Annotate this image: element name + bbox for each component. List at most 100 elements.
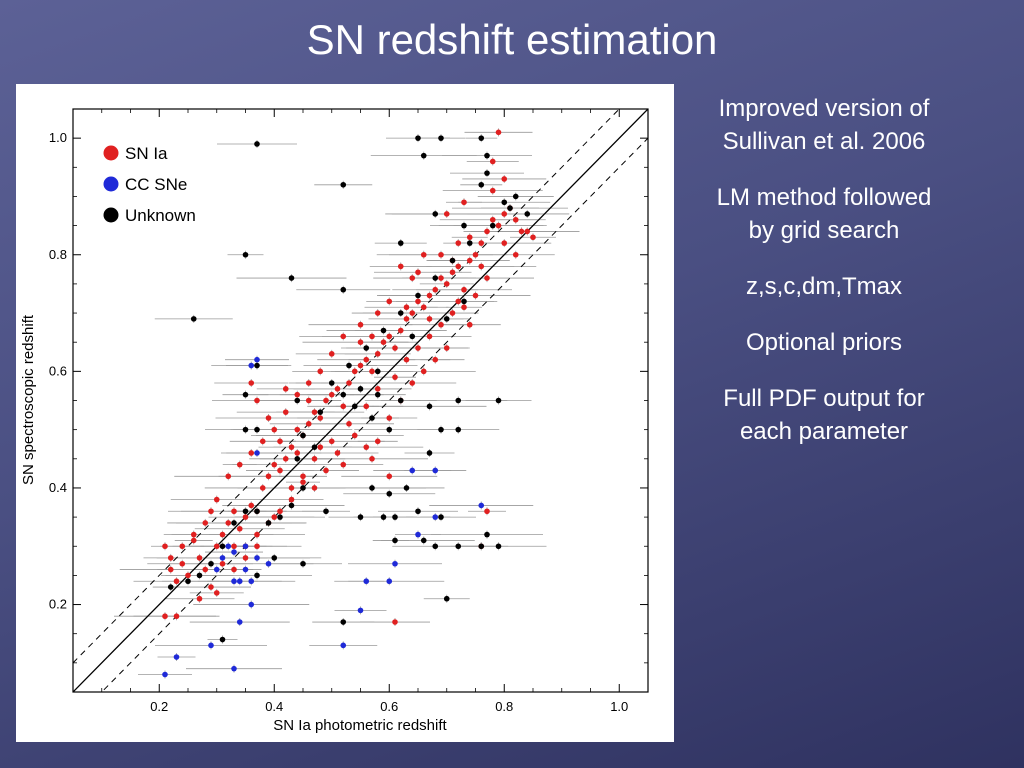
data-point-cc-sne	[340, 642, 347, 649]
data-point-unknown	[167, 584, 174, 590]
data-point-unknown	[461, 222, 467, 229]
data-point-cc-sne	[236, 578, 243, 585]
data-point-unknown	[300, 560, 306, 567]
data-point-unknown	[254, 362, 260, 369]
data-point-sn-ia	[300, 479, 306, 485]
data-point-unknown	[231, 520, 237, 526]
data-point-sn-ia	[363, 403, 370, 410]
data-point-cc-sne	[162, 671, 168, 678]
data-point-sn-ia	[374, 438, 381, 445]
data-point-unknown	[386, 426, 393, 433]
data-point-cc-sne	[219, 555, 226, 561]
data-point-unknown	[495, 397, 502, 404]
data-point-unknown	[357, 514, 364, 520]
data-point-sn-ia	[466, 257, 473, 264]
data-point-unknown	[219, 543, 226, 550]
data-point-sn-ia	[374, 386, 381, 392]
data-point-sn-ia	[426, 292, 433, 299]
data-point-unknown	[351, 403, 358, 410]
data-point-sn-ia	[288, 496, 295, 503]
data-point-sn-ia	[202, 520, 209, 526]
data-point-cc-sne	[254, 555, 260, 561]
data-point-sn-ia	[282, 456, 289, 462]
data-point-unknown	[340, 286, 347, 293]
data-point-unknown	[242, 508, 249, 515]
data-point-sn-ia	[340, 333, 347, 340]
data-point-unknown	[288, 275, 295, 281]
data-point-cc-sne	[208, 642, 214, 649]
data-point-unknown	[254, 508, 260, 515]
data-point-sn-ia	[288, 485, 295, 491]
bullet-list: Improved version of Sullivan et al. 2006…	[686, 92, 962, 471]
data-point-cc-sne	[225, 543, 232, 550]
data-point-unknown	[219, 636, 226, 643]
data-point-unknown	[443, 316, 450, 322]
data-point-sn-ia	[311, 409, 318, 415]
data-point-sn-ia	[248, 450, 255, 456]
data-point-sn-ia	[461, 199, 467, 206]
legend-label: CC SNe	[125, 175, 187, 194]
data-point-sn-ia	[484, 508, 490, 515]
data-point-unknown	[190, 316, 197, 322]
data-point-unknown	[432, 275, 439, 281]
legend-label: Unknown	[125, 206, 196, 225]
data-point-sn-ia	[403, 304, 410, 311]
data-point-unknown	[294, 397, 301, 404]
data-point-sn-ia	[271, 514, 278, 520]
data-point-sn-ia	[254, 543, 260, 550]
data-point-unknown	[340, 391, 347, 398]
data-point-sn-ia	[374, 310, 381, 316]
bullet-line: by grid search	[748, 217, 900, 244]
data-point-unknown	[254, 572, 260, 579]
data-point-sn-ia	[501, 240, 508, 246]
data-point-unknown	[369, 415, 375, 421]
y-tick-label: 0.8	[49, 247, 67, 262]
data-point-sn-ia	[305, 397, 312, 404]
data-point-sn-ia	[173, 578, 180, 585]
data-point-sn-ia	[403, 316, 410, 322]
data-point-sn-ia	[340, 461, 347, 468]
data-point-sn-ia	[277, 467, 283, 474]
data-point-sn-ia	[213, 496, 220, 503]
data-point-sn-ia	[438, 275, 444, 281]
data-point-sn-ia	[323, 397, 329, 404]
data-point-sn-ia	[443, 345, 450, 351]
data-point-unknown	[196, 572, 203, 579]
data-point-sn-ia	[392, 619, 398, 625]
data-point-sn-ia	[208, 584, 214, 590]
data-point-sn-ia	[512, 216, 519, 223]
data-point-sn-ia	[277, 438, 283, 445]
bullet-line: Full PDF output for	[723, 385, 925, 412]
data-point-unknown	[507, 205, 513, 211]
data-point-sn-ia	[311, 456, 318, 462]
y-tick-label: 0.2	[49, 597, 67, 612]
data-point-unknown	[185, 578, 191, 585]
data-point-unknown	[455, 543, 462, 550]
data-point-sn-ia	[478, 240, 485, 246]
bullet-line: Sullivan et al. 2006	[722, 128, 926, 155]
data-point-sn-ia	[386, 473, 393, 480]
legend-label: SN Ia	[125, 144, 168, 163]
data-point-cc-sne	[357, 607, 364, 614]
data-point-cc-sne	[386, 578, 393, 585]
data-point-sn-ia	[294, 450, 301, 456]
data-point-unknown	[294, 456, 301, 462]
data-point-sn-ia	[415, 269, 421, 276]
data-point-sn-ia	[179, 543, 186, 550]
data-point-unknown	[438, 514, 444, 520]
data-point-sn-ia	[317, 415, 324, 421]
data-point-cc-sne	[392, 560, 398, 567]
data-point-unknown	[415, 135, 421, 141]
data-point-sn-ia	[397, 327, 404, 334]
data-point-sn-ia	[351, 432, 358, 439]
legend: SN Ia CC SNe Unknown	[103, 144, 196, 225]
data-point-sn-ia	[173, 613, 180, 620]
data-point-sn-ia	[392, 345, 398, 351]
x-tick-label: 0.2	[150, 699, 168, 714]
data-point-unknown	[461, 298, 467, 305]
data-point-sn-ia	[420, 304, 427, 311]
data-point-sn-ia	[294, 426, 301, 433]
data-point-sn-ia	[426, 333, 433, 340]
data-point-sn-ia	[369, 333, 375, 340]
data-point-sn-ia	[305, 380, 312, 386]
